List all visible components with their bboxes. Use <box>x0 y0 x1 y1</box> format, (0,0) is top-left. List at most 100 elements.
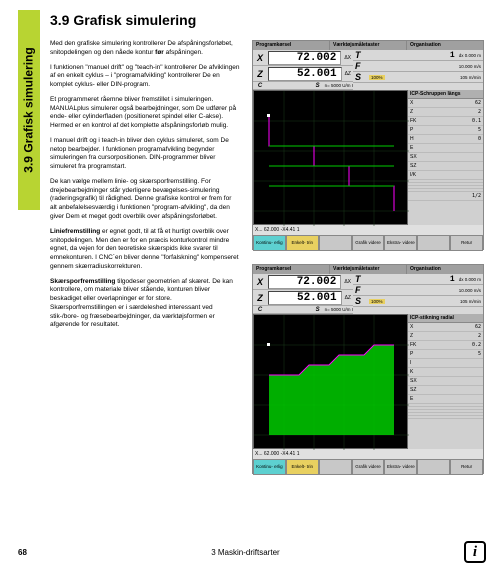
sidebar-tab: 3.9 Grafisk simulering <box>18 10 40 210</box>
para-7: Skærsporfremstilling tilgodeser geometri… <box>50 278 240 331</box>
x-value-2: 72.002 <box>268 275 341 289</box>
header-tab-1: Programkørsel <box>253 41 330 50</box>
c-label: C <box>253 83 267 89</box>
data-row: H0 <box>408 135 483 144</box>
s-value-2: 105 m/min <box>460 299 481 304</box>
c-label-2: C <box>253 307 267 313</box>
t-label: T <box>355 50 365 60</box>
header-tab-3: Organisation <box>407 41 483 50</box>
softkey-single[interactable]: Enkelt- trin <box>286 235 319 251</box>
cnc-header: Programkørsel Værktøjsmåletaster Organis… <box>253 41 483 50</box>
softkey-continuous-2[interactable]: Kontinu- erlig <box>253 459 286 475</box>
s-label-2: S <box>355 296 365 306</box>
page-footer: 68 3 Maskin-driftsarter i <box>18 541 486 563</box>
softkey-graphic[interactable]: Grafik videre <box>352 235 385 251</box>
f-value-2: 10.000 m/s <box>459 288 481 293</box>
data-row: Z2 <box>408 108 483 117</box>
x-label: X <box>253 53 267 63</box>
data-row: X62 <box>408 99 483 108</box>
cnc-screenshot-2: Programkørsel Værktøjsmåletaster Organis… <box>252 264 484 474</box>
softkey-extra-2[interactable]: Ekstra- videre <box>384 459 417 475</box>
f-label-2: F <box>355 285 365 295</box>
cnc-coords-2: X... 62.000 -X4.41 1 <box>253 449 483 459</box>
data-row: E <box>408 144 483 153</box>
sidebar-tab-label: 3.9 Grafisk simulering <box>22 47 36 172</box>
z-label-2: Z <box>253 293 267 303</box>
cnc-screenshot-1: Programkørsel Værktøjsmåletaster Organis… <box>252 40 484 250</box>
data-row: I/K <box>408 171 483 180</box>
data-title-2: ICP-stikning radial <box>408 314 483 323</box>
t-extra-2: dx 0.000 m <box>459 277 481 282</box>
s-value: 105 m/min <box>460 75 481 80</box>
data-row: 1/2 <box>408 192 483 201</box>
t-label-2: T <box>355 274 365 284</box>
softkey-graphic-2[interactable]: Grafik videre <box>352 459 385 475</box>
data-row: P5 <box>408 350 483 359</box>
cnc-data-panel-2: ICP-stikning radial X62Z2FK0.2P5IKSXSZE <box>408 314 483 449</box>
info-icon: i <box>464 541 486 563</box>
cnc-softkeys-2: Kontinu- erlig Enkelt- trin Grafik vider… <box>253 459 483 475</box>
z-delta: ΔZ <box>343 71 353 77</box>
data-row <box>408 416 483 419</box>
cnc-plot-1 <box>253 90 408 225</box>
x-value: 72.002 <box>268 51 341 65</box>
header-tab-2: Værktøjsmåletaster <box>330 41 407 50</box>
s-label-small-2: S <box>311 307 325 313</box>
data-row: SX <box>408 153 483 162</box>
x-delta-2: ΔX <box>342 279 353 285</box>
para-5: De kan vælge mellem linie- og skærsporfr… <box>50 178 240 222</box>
z-value-2: 52.001 <box>268 291 342 305</box>
softkey-single-2[interactable]: Enkelt- trin <box>286 459 319 475</box>
para-4: I manuel drift og i teach-in bliver den … <box>50 137 240 172</box>
data-row: SZ <box>408 386 483 395</box>
data-row: E <box>408 395 483 404</box>
speed-val-2: n= 5000 U/m I <box>325 307 353 312</box>
data-row: K <box>408 368 483 377</box>
s-pct-2: 100% <box>369 299 385 304</box>
section-title: 3.9 Grafisk simulering <box>50 12 490 28</box>
t-value: 1 <box>450 51 455 60</box>
data-title-1: ICP-Schruppen längs <box>408 90 483 99</box>
softkey-3-2[interactable] <box>319 459 352 475</box>
softkey-6-2[interactable] <box>417 459 450 475</box>
para-1: Med den grafiske simulering kontrollerer… <box>50 40 240 58</box>
softkey-3[interactable] <box>319 235 352 251</box>
data-row: SX <box>408 377 483 386</box>
z-value: 52.001 <box>268 67 342 81</box>
x-label-2: X <box>253 277 267 287</box>
speed-val: n= 5000 U/m I <box>325 83 353 88</box>
data-row: P5 <box>408 126 483 135</box>
data-row: Z2 <box>408 332 483 341</box>
data-row: FK0.1 <box>408 117 483 126</box>
chapter-label: 3 Maskin-driftsarter <box>211 548 279 557</box>
z-label: Z <box>253 69 267 79</box>
cnc-coords-1: X... 62.000 -X4.41 1 <box>253 225 483 235</box>
softkey-6[interactable] <box>417 235 450 251</box>
header-tab-3-b: Organisation <box>407 265 483 274</box>
para-6: Liniefremstilling er egnet godt, til at … <box>50 228 240 272</box>
s-label-small: S <box>311 83 325 89</box>
softkey-extra[interactable]: Ekstra- videre <box>384 235 417 251</box>
f-value: 10.000 m/s <box>459 64 481 69</box>
data-row: X62 <box>408 323 483 332</box>
data-row: FK0.2 <box>408 341 483 350</box>
x-delta: ΔX <box>342 55 353 61</box>
s-label: S <box>355 72 365 82</box>
softkey-return[interactable]: Retur <box>450 235 483 251</box>
data-row: I <box>408 359 483 368</box>
body-text: Med den grafiske simulering kontrollerer… <box>50 40 240 474</box>
cnc-header-2: Programkørsel Værktøjsmåletaster Organis… <box>253 265 483 274</box>
s-pct: 100% <box>369 75 385 80</box>
cnc-softkeys-1: Kontinu- erlig Enkelt- trin Grafik vider… <box>253 235 483 251</box>
t-extra: dx 0.000 m <box>459 53 481 58</box>
cnc-data-panel-1: ICP-Schruppen längs X62Z2FK0.1P5H0ESXSZI… <box>408 90 483 225</box>
t-value-2: 1 <box>450 275 455 284</box>
page-number: 68 <box>18 548 27 557</box>
softkey-continuous[interactable]: Kontinu- erlig <box>253 235 286 251</box>
data-row: SZ <box>408 162 483 171</box>
z-delta-2: ΔZ <box>343 295 353 301</box>
f-label: F <box>355 61 365 71</box>
para-3: Et programmeret råemne bliver fremstille… <box>50 96 240 131</box>
softkey-return-2[interactable]: Retur <box>450 459 483 475</box>
main-content: 3.9 Grafisk simulering Med den grafiske … <box>50 12 490 474</box>
